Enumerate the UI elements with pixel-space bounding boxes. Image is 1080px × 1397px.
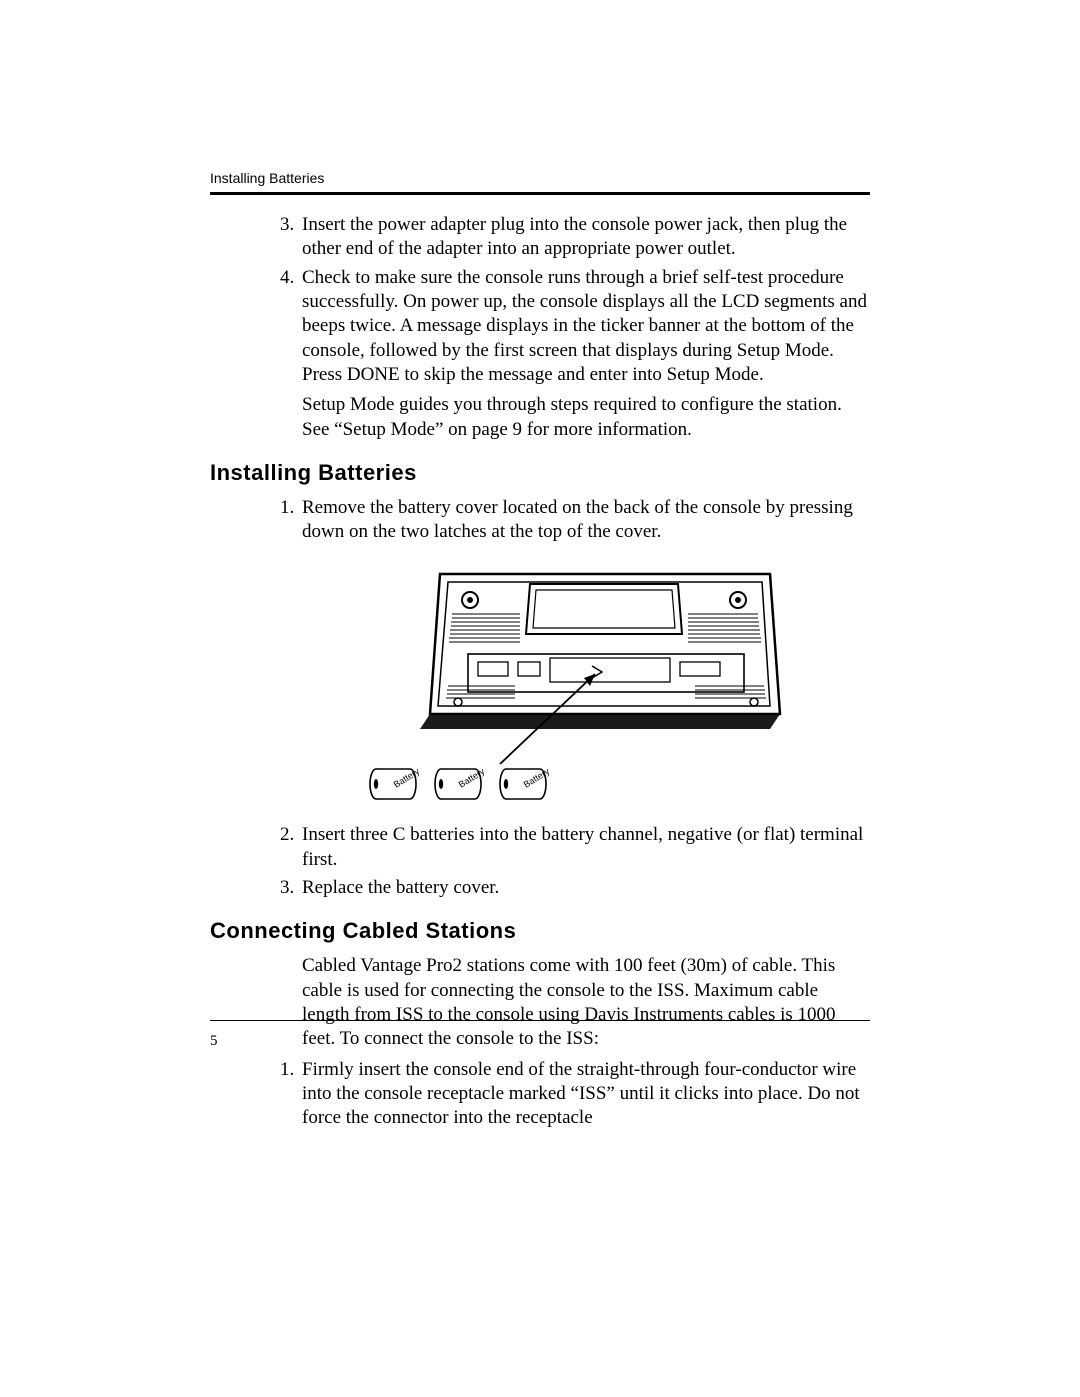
list-number: 4. (280, 266, 302, 388)
section-heading-installing-batteries: Installing Batteries (210, 460, 870, 486)
list-text: Replace the battery cover. (302, 876, 870, 900)
footer: 5 (210, 1020, 870, 1050)
list-item: 2. Insert three C batteries into the bat… (280, 823, 870, 872)
paragraph: Setup Mode guides you through steps requ… (302, 393, 870, 442)
list-text: Insert the power adapter plug into the c… (302, 213, 870, 262)
list-text: Insert three C batteries into the batter… (302, 823, 870, 872)
battery-icon: Battery (500, 766, 552, 799)
battery-icon: Battery (435, 766, 487, 799)
footer-rule (210, 1020, 870, 1021)
list-number: 1. (280, 1058, 302, 1131)
list-item: 3. Replace the battery cover. (280, 876, 870, 900)
list-text: Firmly insert the console end of the str… (302, 1058, 870, 1131)
list-number: 3. (280, 876, 302, 900)
figure-console-back: Battery Battery Battery (280, 554, 870, 809)
list-item: 4. Check to make sure the console runs t… (280, 266, 870, 388)
list-item: 1. Remove the battery cover located on t… (280, 496, 870, 545)
page-number: 5 (210, 1033, 870, 1050)
list-number: 2. (280, 823, 302, 872)
list-number: 1. (280, 496, 302, 545)
list-item: 1. Firmly insert the console end of the … (280, 1058, 870, 1131)
list-text: Remove the battery cover located on the … (302, 496, 870, 545)
section-heading-connecting-cabled-stations: Connecting Cabled Stations (210, 918, 870, 944)
running-header: Installing Batteries (210, 170, 870, 186)
content-body: 3. Insert the power adapter plug into th… (210, 213, 870, 1131)
battery-icon: Battery (370, 766, 422, 799)
list-number: 3. (280, 213, 302, 262)
list-item: 3. Insert the power adapter plug into th… (280, 213, 870, 262)
console-diagram-svg: Battery Battery Battery (340, 554, 810, 809)
list-text: Check to make sure the console runs thro… (302, 266, 870, 388)
header-rule (210, 192, 870, 195)
